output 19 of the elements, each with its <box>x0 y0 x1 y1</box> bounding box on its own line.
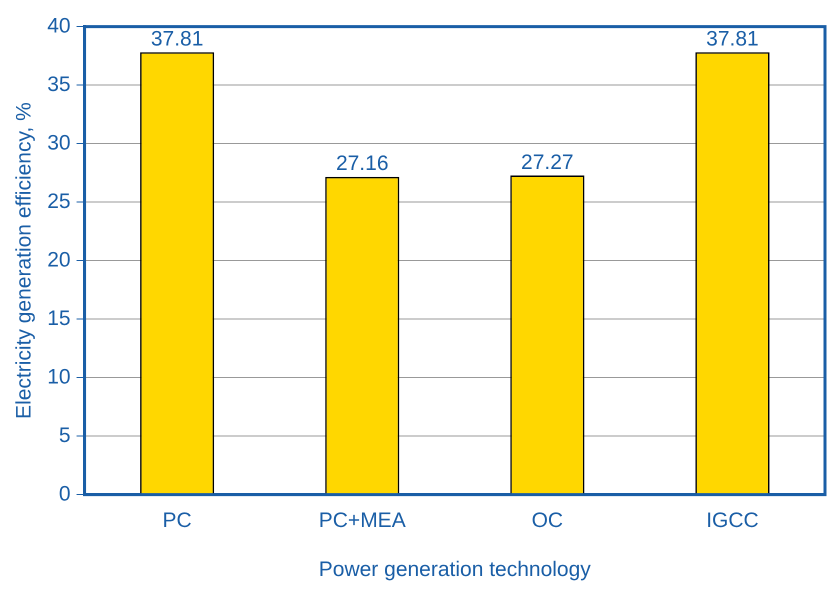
y-tick-label: 10 <box>47 365 71 388</box>
y-tick-label: 15 <box>47 306 71 330</box>
y-tick-label: 40 <box>47 14 71 38</box>
x-tick-label: PC <box>162 508 192 532</box>
x-tick-label: IGCC <box>706 508 759 532</box>
data-label: 27.27 <box>521 150 574 174</box>
x-axis-title: Power generation technology <box>318 558 592 582</box>
data-label: 37.81 <box>150 28 204 51</box>
y-tick-label: 30 <box>47 131 71 154</box>
y-tick-label: 0 <box>58 482 71 506</box>
data-label: 27.16 <box>336 152 389 176</box>
x-tick-label: OC <box>532 508 564 532</box>
y-tick-label: 25 <box>47 190 71 213</box>
data-label: 37.81 <box>706 28 759 51</box>
y-axis-title: Electricity generation efficiency, % <box>12 102 36 419</box>
y-tick-label: 35 <box>47 72 71 96</box>
x-tick-label: PC+MEA <box>318 508 406 532</box>
y-tick-label: 20 <box>47 248 71 272</box>
y-tick-label: 5 <box>58 424 71 447</box>
